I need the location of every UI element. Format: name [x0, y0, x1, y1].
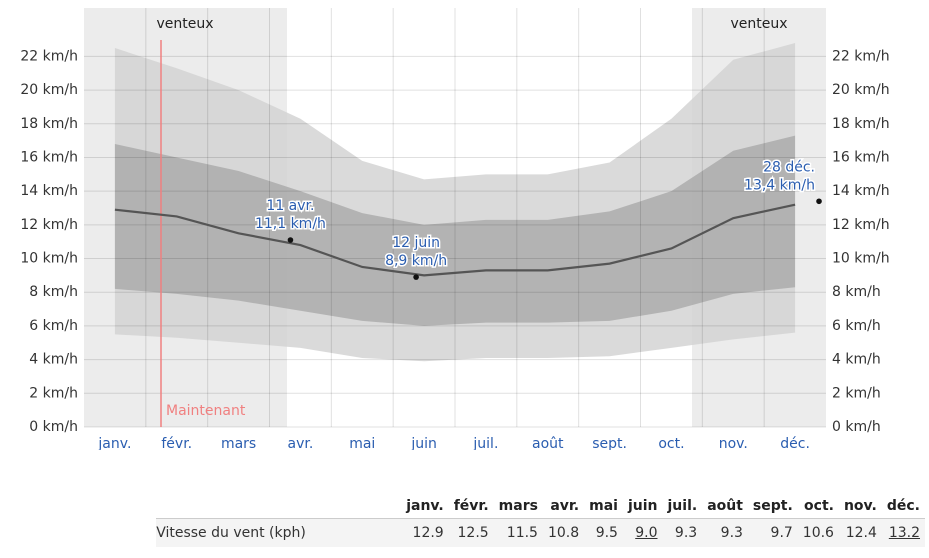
annotation-value: 8,9 km/h: [385, 253, 447, 269]
column-header: févr.: [453, 498, 489, 514]
y-tick-label: 18 km/h: [20, 116, 78, 132]
column-header: avr.: [550, 498, 580, 514]
y-tick-label: 20 km/h: [20, 82, 78, 98]
x-tick-label: août: [532, 436, 564, 450]
table-value: 10.6: [797, 518, 839, 547]
y-tick-label: 22 km/h: [20, 48, 78, 64]
annotation-date: 28 déc.: [763, 159, 815, 175]
annotation-date: 11 avr.: [266, 198, 314, 214]
annotation-value: 11,1 km/h: [255, 216, 326, 232]
table-value: 10.8: [542, 518, 585, 547]
column-header: juin: [627, 498, 658, 514]
y-tick-label-right: 16 km/h: [832, 149, 890, 165]
header-row: janv. févr. mars avr. mai juin juil. août sept. o…: [156, 494, 925, 519]
column-header: oct.: [804, 498, 834, 514]
annotation-point: [287, 237, 294, 243]
y-tick-label: 6 km/h: [29, 318, 78, 334]
column-header: mars: [498, 498, 538, 514]
x-tick-label: nov.: [719, 436, 748, 450]
x-tick-label: févr.: [161, 436, 192, 450]
x-tick-label: mai: [349, 436, 375, 450]
table-value: 9.7: [747, 518, 798, 547]
y-tick-label: 10 km/h: [20, 251, 78, 267]
value-row: Vitesse du vent (kph) 12.9 12.5 11.5 10.8 9.5…: [156, 518, 925, 547]
y-tick-label-right: 12 km/h: [832, 217, 890, 233]
table-value: 12.9: [401, 518, 449, 547]
corner: [156, 494, 401, 519]
season-label: venteux: [730, 16, 787, 32]
mean-line: [114, 203, 796, 277]
y-tick-label: 0 km/h: [29, 419, 78, 435]
y-tick-label: 2 km/h: [29, 385, 78, 401]
column-header: mai: [589, 498, 618, 514]
y-tick-label-right: 6 km/h: [832, 318, 881, 334]
y-tick-label: 16 km/h: [20, 149, 78, 165]
y-tick-label-right: 10 km/h: [832, 251, 890, 267]
y-tick-label-right: 4 km/h: [832, 352, 881, 368]
x-tick-label: mars: [221, 436, 256, 450]
data-table: janv. févr. mars avr. mai juin juil. août sept. o…: [156, 494, 925, 547]
x-tick-label: sept.: [592, 436, 627, 450]
table-value: 9.5: [584, 518, 623, 547]
y-tick-label: 4 km/h: [29, 352, 78, 368]
table-value: 9.0: [622, 518, 663, 547]
table-value: 11.5: [493, 518, 543, 547]
annotation-value: 13,4 km/h: [744, 177, 815, 193]
y-tick-label-right: 8 km/h: [832, 284, 881, 300]
column-header: sept.: [752, 498, 793, 514]
column-header: août: [707, 498, 743, 514]
x-tick-label: juin: [410, 436, 437, 450]
y-tick-label-right: 2 km/h: [832, 385, 881, 401]
table-value: 12.5: [448, 518, 494, 547]
chart: venteux venteux 0 km/h 0 km/h 2 km/h 2 km/h 4 …: [20, 8, 890, 450]
y-tick-label-right: 22 km/h: [832, 48, 890, 64]
annotation-point: [413, 274, 419, 280]
x-tick-label: déc.: [780, 436, 810, 450]
y-tick-label-right: 18 km/h: [832, 116, 890, 132]
y-tick-label-right: 20 km/h: [832, 82, 890, 98]
annotation-point: [816, 198, 822, 205]
column-header: janv.: [406, 498, 444, 514]
y-tick-label: 14 km/h: [20, 183, 78, 199]
x-tick-label: oct.: [658, 436, 684, 450]
table-value: 13.2: [881, 518, 925, 547]
column-header: nov.: [843, 498, 877, 514]
x-tick-label: avr.: [288, 436, 314, 450]
x-tick-label: juil.: [472, 436, 498, 450]
row-label: Vitesse du vent (kph): [156, 518, 402, 547]
y-tick-label-right: 0 km/h: [832, 419, 881, 435]
y-tick-label-right: 14 km/h: [832, 183, 890, 199]
column-header: déc.: [886, 498, 920, 514]
y-tick-label: 12 km/h: [20, 217, 78, 233]
season-label: venteux: [156, 16, 213, 32]
table-value: 9.3: [702, 518, 748, 547]
table-value: 9.3: [662, 518, 703, 547]
annotation-date: 12 juin: [392, 235, 440, 251]
table-value: 12.4: [838, 518, 882, 547]
now-label: Maintenant: [166, 403, 246, 419]
column-header: juil.: [667, 498, 698, 514]
y-tick-label: 8 km/h: [29, 284, 78, 300]
x-tick-label: janv.: [97, 436, 131, 450]
band: [114, 135, 796, 326]
